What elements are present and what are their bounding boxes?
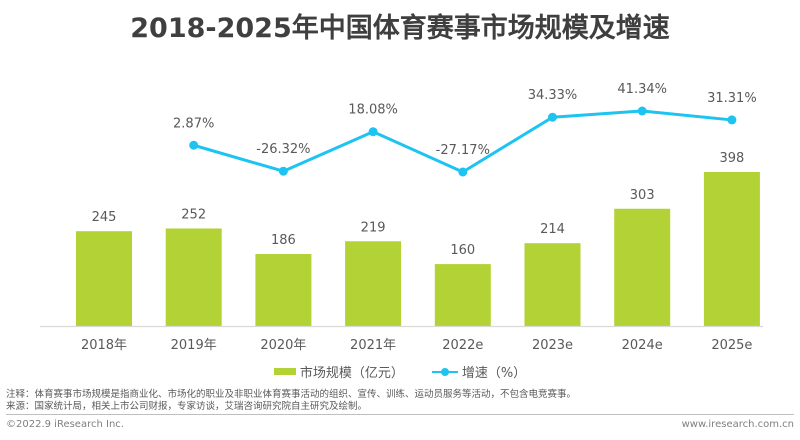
x-tick-label: 2018年: [81, 338, 127, 353]
copyright: ©2022.9 iResearch Inc.: [6, 419, 124, 430]
bar: [524, 243, 581, 326]
growth-point: [458, 167, 468, 177]
source-text: 来源：国家统计局，相关上市公司财报，专家访谈，艾瑞咨询研究院自主研究及绘制。: [6, 401, 368, 412]
bar-value-label: 303: [630, 188, 655, 203]
bar-value-label: 186: [271, 233, 296, 248]
bar: [614, 208, 671, 326]
chart-title: 2018-2025年中国体育赛事市场规模及增速: [130, 13, 670, 44]
legend-item-growth-rate: 增速（%）: [431, 362, 527, 381]
growth-point: [368, 127, 378, 137]
x-tick-label: 2021年: [350, 338, 396, 353]
legend-line-swatch-icon: [431, 367, 458, 377]
growth-value-label: 41.34%: [617, 82, 667, 97]
bar-value-label: 219: [361, 220, 386, 235]
x-tick-label: 2019年: [171, 338, 217, 353]
bar-value-label: 398: [719, 151, 744, 166]
growth-point: [189, 140, 199, 150]
growth-point: [727, 115, 737, 125]
legend-label-market-size: 市场规模（亿元）: [299, 366, 404, 381]
bar-value-label: 245: [92, 210, 117, 225]
bar: [703, 172, 760, 326]
legend-item-market-size: 市场规模（亿元）: [273, 362, 404, 381]
growth-value-label: 34.33%: [528, 88, 578, 103]
website-link[interactable]: www.iresearch.com.cn: [681, 419, 794, 430]
bar: [255, 254, 312, 326]
line-series: 2.87% -26.32% 18.08% -27.17% 34.33% 41.34% 31.…: [173, 82, 757, 177]
legend-bar-swatch-icon: [273, 368, 296, 375]
bar-series: 245 252 186 219 160 214 303 398: [76, 151, 760, 326]
x-tick-label: 2020年: [260, 338, 306, 353]
bar: [345, 241, 402, 326]
bar-value-label: 252: [181, 207, 206, 222]
growth-value-label: 31.31%: [707, 91, 757, 106]
bar: [76, 231, 132, 326]
chart-area: 245 252 186 219 160 214 303 398 2.87% -26.32% 18.…: [40, 82, 763, 353]
x-tick-label: 2024e: [622, 338, 663, 353]
notes: 注释：体育赛事市场规模是指商业化、市场化的职业及非职业体育赛事活动的组织、宣传、…: [6, 389, 576, 413]
legend-label-growth-rate: 增速（%）: [461, 366, 527, 381]
x-tick-label: 2025e: [711, 338, 752, 353]
bar-value-label: 160: [450, 243, 475, 258]
growth-point: [278, 166, 288, 176]
growth-value-label: -27.17%: [436, 143, 490, 158]
growth-value-label: -26.32%: [256, 142, 310, 157]
growth-point: [637, 106, 647, 116]
growth-value-label: 2.87%: [173, 116, 214, 131]
x-tick-label: 2022e: [442, 338, 483, 353]
bar: [165, 228, 222, 326]
x-tick-labels: 2018年 2019年 2020年 2021年 2022e 2023e 2024e 2025e: [81, 338, 752, 353]
growth-value-label: 18.08%: [348, 103, 398, 118]
bar: [434, 264, 491, 326]
note-text: 注释：体育赛事市场规模是指商业化、市场化的职业及非职业体育赛事活动的组织、宣传、…: [6, 389, 577, 400]
x-tick-label: 2023e: [532, 338, 573, 353]
legend: 市场规模（亿元） 增速（%）: [0, 362, 800, 381]
bar-value-label: 214: [540, 222, 565, 237]
growth-point: [548, 112, 557, 122]
footer-divider: [6, 414, 794, 415]
